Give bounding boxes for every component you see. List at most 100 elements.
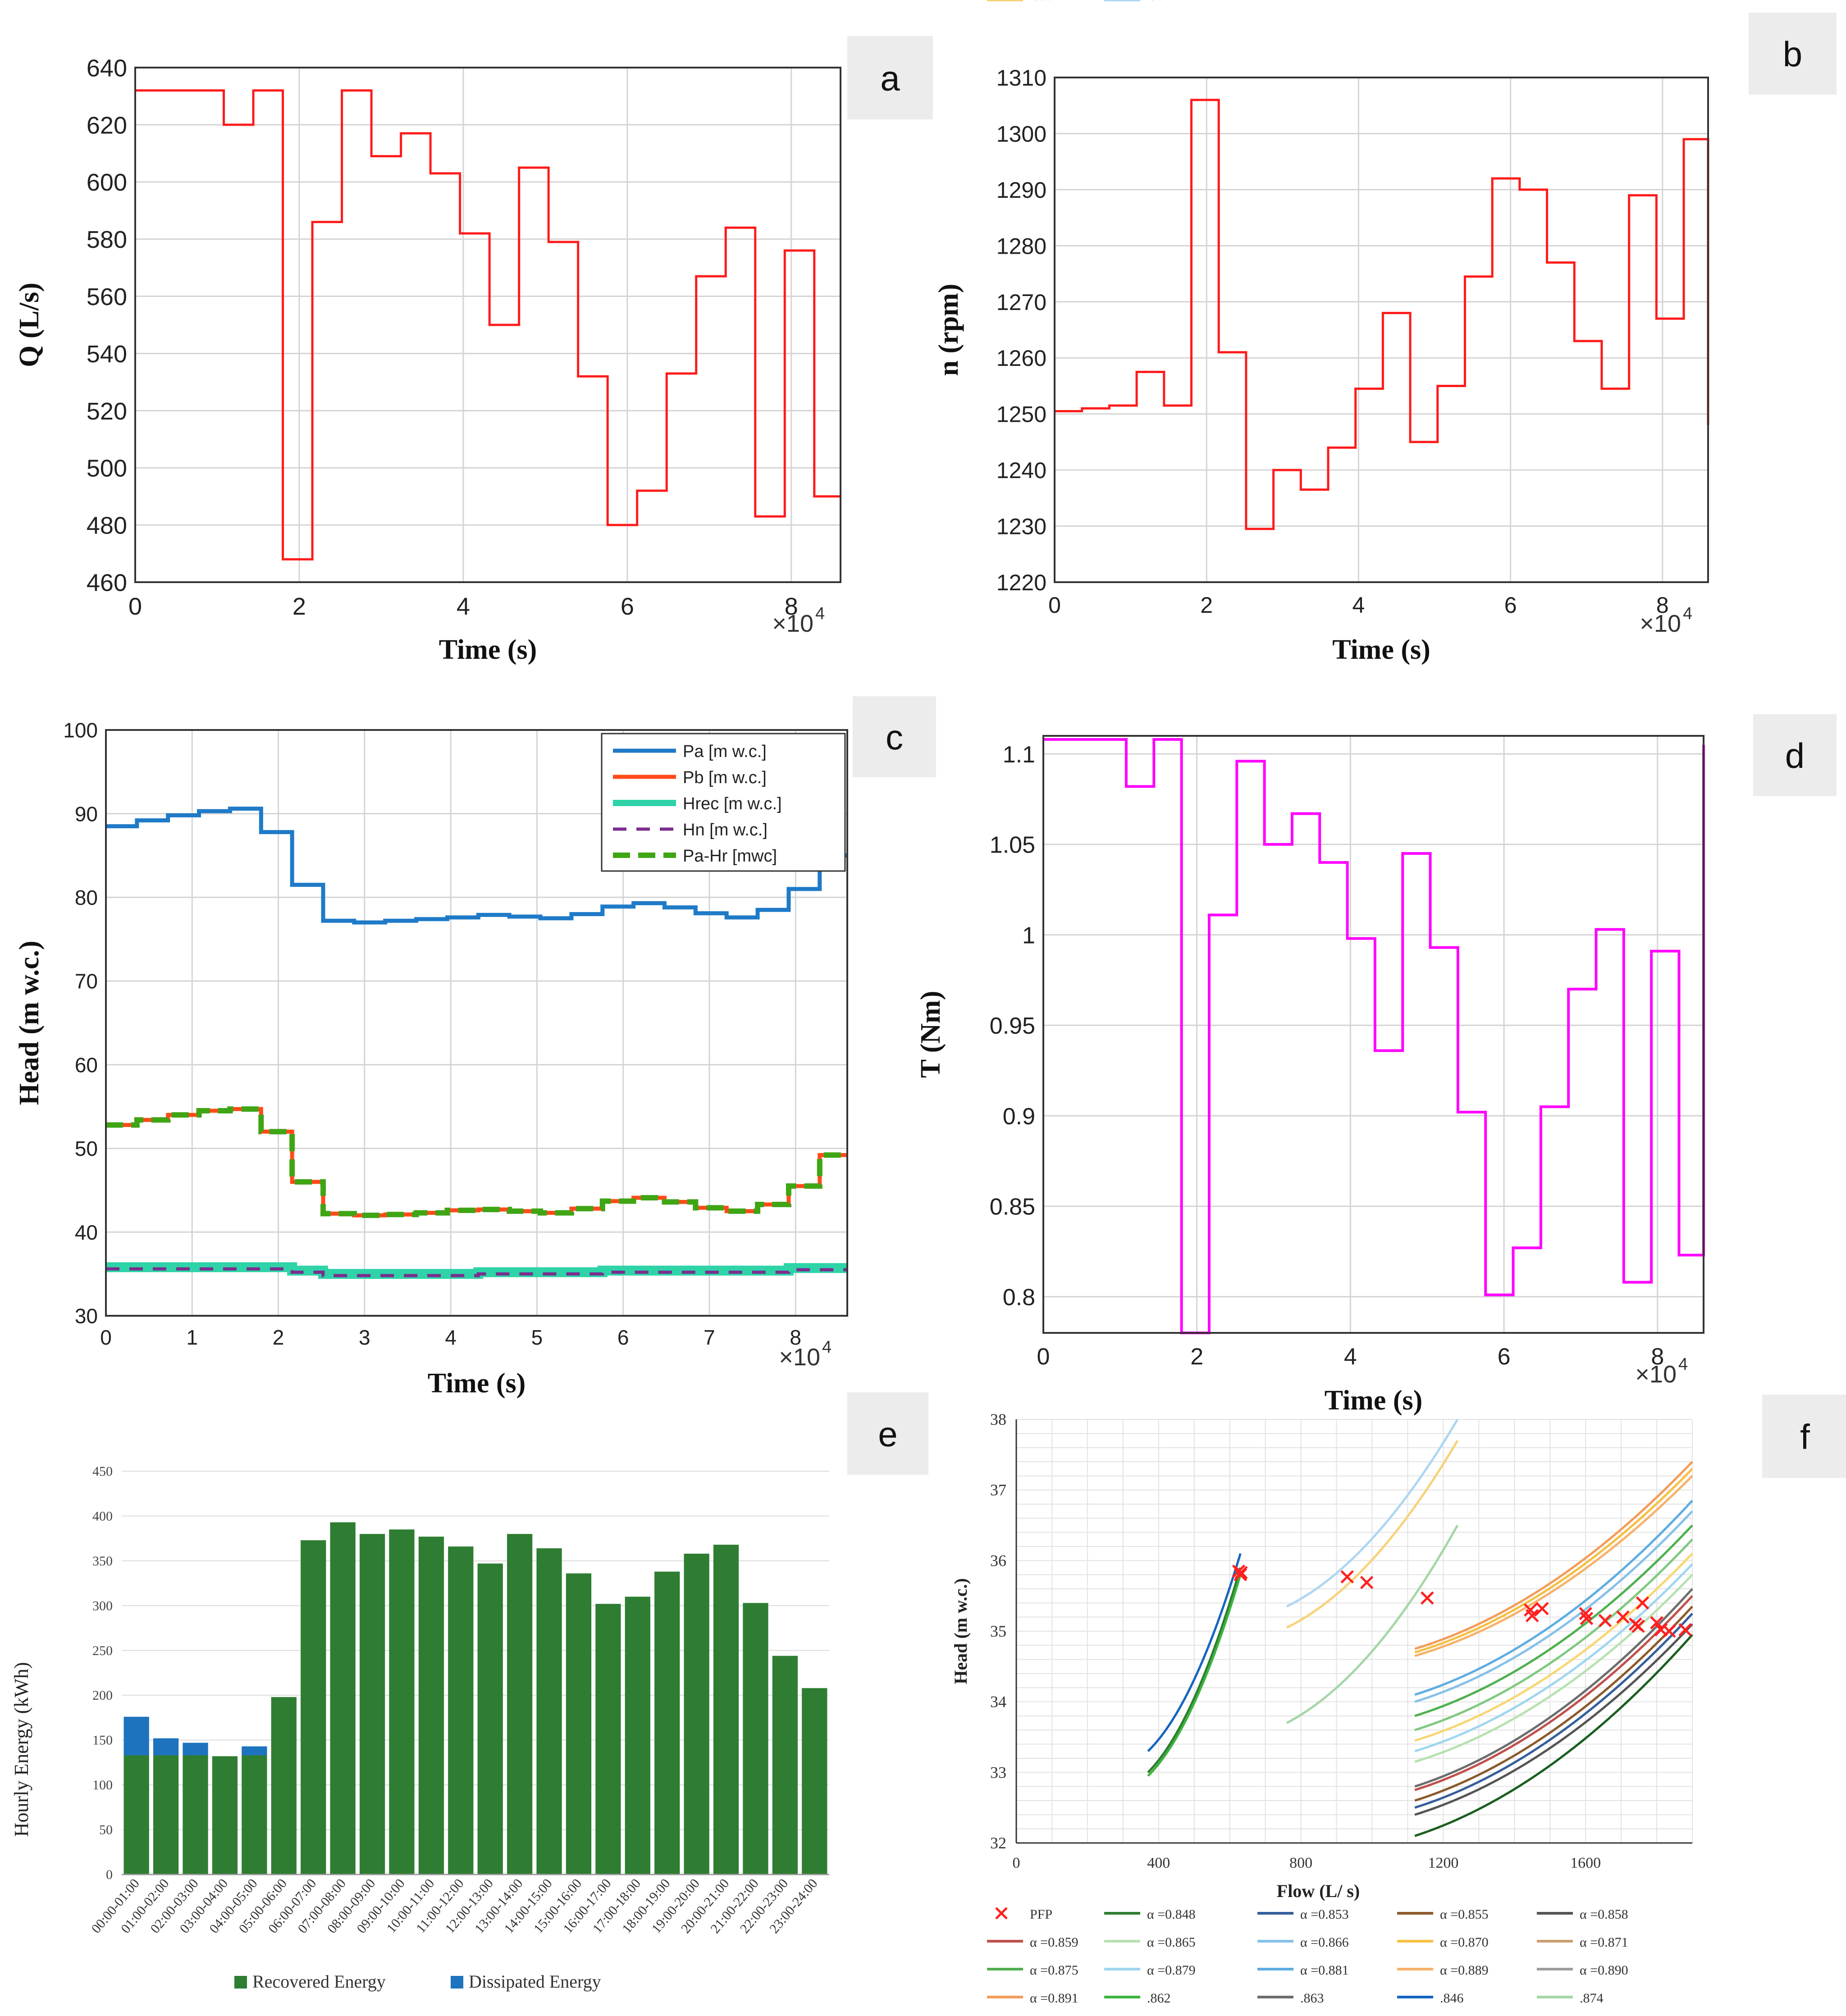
x-tick-label: 8: [1656, 593, 1669, 618]
plot-frame: [134, 67, 841, 583]
bar-recovered: [625, 1596, 650, 1875]
panel-label-text: b: [1783, 34, 1802, 74]
y-tick-label: 60: [75, 1053, 98, 1076]
panel-label-c: c: [853, 696, 936, 777]
legend-label: α =0.848: [1147, 1907, 1196, 1922]
bar-recovered: [330, 1522, 356, 1875]
y-tick-label: 450: [92, 1464, 113, 1479]
y-tick-label: 30: [75, 1304, 98, 1328]
pump-curve: [1414, 1461, 1693, 1650]
panel-label-text: f: [1800, 1417, 1810, 1457]
pump-curve: [1414, 1468, 1693, 1654]
y-tick-label: 1250: [996, 402, 1046, 427]
x-tick-label: 0: [1037, 1344, 1050, 1370]
panel-label-box: [853, 696, 936, 777]
pfp-marker: [1662, 1624, 1676, 1638]
x-exponent-base: ×10: [1640, 610, 1681, 637]
x-tick-label: 3: [359, 1326, 370, 1349]
y-axis-label: Q (L/s): [14, 283, 45, 367]
pfp-marker: [1598, 1614, 1612, 1628]
y-tick-label: 35: [990, 1622, 1006, 1640]
pump-curve: [1286, 1524, 1459, 1724]
pfp-marker: [1650, 1616, 1663, 1629]
pfp-marker: [1525, 1609, 1539, 1623]
pump-curve: [1147, 1574, 1242, 1777]
x-exponent-power: 4: [822, 1338, 832, 1357]
x-exponent-power: 4: [1678, 1355, 1688, 1374]
y-tick-label: 200: [92, 1688, 113, 1703]
pump-curve: [1147, 1567, 1242, 1774]
bar-dissipated: [242, 1746, 267, 1756]
y-tick-label: 540: [87, 341, 127, 368]
panel-label-f: f: [1762, 1395, 1846, 1478]
x-tick-label: 6: [621, 593, 634, 620]
bar-dissipated: [183, 1742, 208, 1756]
pfp-marker: [1340, 1570, 1354, 1584]
y-tick-label: 580: [87, 226, 127, 253]
legend-label: α =0.875: [1030, 1963, 1078, 1978]
bar-recovered: [684, 1553, 709, 1875]
x-axis-label: Time (s): [428, 1368, 526, 1399]
x-tick-label: 5: [531, 1326, 543, 1349]
y-axis-label: n (rpm): [933, 284, 964, 376]
bar-recovered: [183, 1755, 208, 1875]
y-tick-label: 1230: [996, 514, 1046, 539]
x-exponent-power: 4: [1683, 604, 1692, 623]
y-tick-label: 70: [75, 970, 98, 993]
legend-label: Recovered Energy: [252, 1971, 386, 1992]
y-tick-label: 600: [87, 169, 127, 196]
series-line: [106, 1106, 847, 1218]
bar-recovered: [507, 1534, 533, 1875]
legend-label: α =0.853: [1300, 1907, 1349, 1922]
legend-label: Pb [m w.c.]: [683, 768, 767, 787]
x-tick-label: 0: [128, 593, 142, 620]
legend-label: α =0.890: [1580, 1963, 1628, 1978]
panel-label-box: [1749, 13, 1837, 95]
legend-label: Dissipated Energy: [469, 1971, 601, 1992]
x-tick-label: 1: [186, 1326, 198, 1349]
x-exponent-base: ×10: [1635, 1361, 1677, 1388]
pfp-marker: [1579, 1607, 1592, 1620]
plot-area: [1055, 78, 1708, 582]
x-tick-label: 4: [1344, 1344, 1357, 1370]
x-axis-label: Time (s): [1325, 1385, 1423, 1416]
pump-curve: [1414, 1595, 1693, 1791]
bar-recovered: [212, 1756, 238, 1875]
legend-label: α =0.891: [1030, 1991, 1078, 2006]
pfp-marker: [1421, 1591, 1434, 1605]
legend-label: α =0.881: [1300, 1963, 1349, 1978]
y-tick-label: 37: [990, 1481, 1006, 1499]
bar-recovered: [802, 1688, 827, 1875]
plot-frame: [1042, 735, 1704, 1334]
x-exponent-base: ×10: [772, 610, 813, 637]
y-tick-label: 300: [92, 1598, 113, 1613]
y-tick-label: 150: [92, 1733, 113, 1748]
legend-label: Pa-Hr [mwc]: [683, 847, 777, 866]
y-axis-label: Head (m w.c.): [14, 940, 45, 1105]
y-tick-label: 34: [990, 1693, 1006, 1711]
bar-recovered: [153, 1755, 179, 1875]
y-tick-label: 1.05: [990, 832, 1035, 858]
y-tick-label: 1260: [996, 346, 1046, 371]
pump-curve: [1414, 1538, 1693, 1731]
y-tick-label: 36: [990, 1551, 1006, 1569]
y-tick-label: 100: [92, 1778, 113, 1793]
legend-label: α =0.889: [1440, 1963, 1489, 1978]
pump-curve: [1414, 1588, 1693, 1788]
series-line: [135, 89, 841, 561]
panel-label-a: a: [847, 36, 933, 119]
y-tick-label: 0.95: [990, 1013, 1035, 1039]
pfp-marker: [1535, 1602, 1549, 1615]
x-tick-label: 2: [273, 1326, 284, 1349]
legend-label: Hn [m w.c.]: [683, 821, 768, 839]
y-axis-label: Head (m w.c.): [950, 1578, 971, 1684]
pfp-marker: [1616, 1610, 1630, 1624]
pfp-marker: [1631, 1619, 1645, 1633]
x-axis-label: Time (s): [439, 634, 537, 665]
panel-label-text: a: [880, 59, 900, 98]
bar-recovered: [242, 1755, 267, 1875]
y-tick-label: 50: [75, 1137, 98, 1160]
x-tick-label: 400: [1147, 1855, 1170, 1871]
legend-c: Pa [m w.c.] Pb [m w.c.] Hrec [m w.c.] Hn [m…: [601, 733, 846, 872]
panel-label-e: e: [847, 1392, 928, 1475]
